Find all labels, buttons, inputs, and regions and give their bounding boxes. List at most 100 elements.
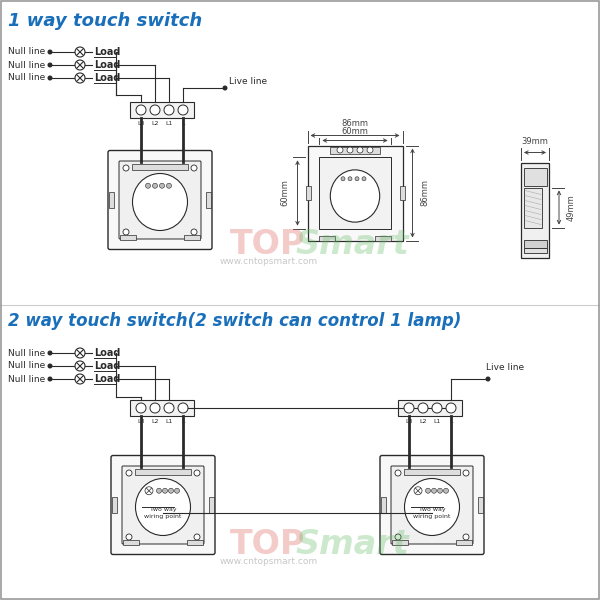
Text: L: L: [181, 121, 185, 126]
Text: Smart: Smart: [295, 229, 409, 262]
Circle shape: [145, 487, 153, 495]
FancyBboxPatch shape: [391, 466, 473, 544]
Bar: [404, 469, 460, 475]
Text: TOP: TOP: [230, 229, 305, 262]
Text: www.cntopsmart.com: www.cntopsmart.com: [220, 257, 318, 266]
Text: Two way
wiring point: Two way wiring point: [413, 508, 451, 518]
Circle shape: [191, 229, 197, 235]
Bar: [374, 235, 391, 241]
Bar: [330, 146, 380, 154]
Ellipse shape: [133, 173, 187, 230]
Bar: [524, 187, 542, 227]
Circle shape: [463, 470, 469, 476]
Bar: [120, 235, 136, 240]
Circle shape: [48, 76, 52, 80]
Circle shape: [136, 403, 146, 413]
Bar: [209, 497, 214, 513]
Text: www.cntopsmart.com: www.cntopsmart.com: [220, 557, 318, 566]
Text: 60mm: 60mm: [341, 127, 368, 136]
Circle shape: [48, 351, 52, 355]
Circle shape: [194, 534, 200, 540]
Text: 39mm: 39mm: [521, 136, 548, 145]
Circle shape: [432, 403, 442, 413]
Text: Load: Load: [94, 60, 121, 70]
Text: L1: L1: [433, 419, 440, 424]
Circle shape: [152, 183, 157, 188]
Text: 1 way touch switch: 1 way touch switch: [8, 12, 202, 30]
Text: L3: L3: [405, 419, 413, 424]
Circle shape: [167, 183, 172, 188]
Bar: [392, 540, 408, 545]
Circle shape: [191, 165, 197, 171]
Text: Live line: Live line: [486, 362, 524, 371]
Bar: [132, 164, 188, 170]
Bar: [381, 497, 386, 513]
Circle shape: [160, 183, 164, 188]
Text: 86mm: 86mm: [341, 119, 368, 128]
Text: Live line: Live line: [229, 77, 267, 86]
Text: Null line: Null line: [8, 374, 45, 383]
Circle shape: [347, 147, 353, 153]
Text: L3: L3: [137, 419, 145, 424]
Circle shape: [355, 177, 359, 181]
Circle shape: [75, 60, 85, 70]
Text: Load: Load: [94, 348, 121, 358]
Circle shape: [431, 488, 437, 493]
Bar: [184, 235, 200, 240]
Circle shape: [48, 63, 52, 67]
Circle shape: [48, 377, 52, 381]
Text: 2 way touch switch(2 switch can control 1 lamp): 2 way touch switch(2 switch can control …: [8, 312, 461, 330]
Bar: [130, 102, 194, 118]
Circle shape: [126, 470, 132, 476]
Bar: [109, 192, 114, 208]
Circle shape: [362, 177, 366, 181]
Text: Load: Load: [94, 47, 121, 57]
Circle shape: [123, 165, 129, 171]
Circle shape: [126, 534, 132, 540]
Circle shape: [75, 47, 85, 57]
Bar: [524, 247, 547, 253]
Text: Null line: Null line: [8, 47, 45, 56]
Text: TOP: TOP: [230, 529, 305, 562]
Circle shape: [48, 50, 52, 54]
Text: L1: L1: [166, 121, 173, 126]
Circle shape: [337, 147, 343, 153]
Circle shape: [164, 403, 174, 413]
Circle shape: [48, 364, 52, 368]
Circle shape: [175, 488, 179, 493]
Bar: [524, 167, 547, 185]
Text: Load: Load: [94, 361, 121, 371]
Bar: [206, 192, 211, 208]
Circle shape: [425, 488, 431, 493]
Circle shape: [75, 348, 85, 358]
Circle shape: [437, 488, 443, 493]
Circle shape: [414, 487, 422, 495]
Circle shape: [395, 470, 401, 476]
Circle shape: [395, 534, 401, 540]
Circle shape: [178, 403, 188, 413]
Text: Smart: Smart: [295, 529, 409, 562]
Circle shape: [75, 374, 85, 384]
Circle shape: [157, 488, 161, 493]
Text: L: L: [181, 419, 185, 424]
Circle shape: [75, 73, 85, 83]
Circle shape: [463, 534, 469, 540]
Text: L2: L2: [151, 419, 159, 424]
Ellipse shape: [330, 170, 380, 222]
Circle shape: [150, 105, 160, 115]
Bar: [521, 163, 549, 257]
Text: L3: L3: [137, 121, 145, 126]
FancyBboxPatch shape: [380, 455, 484, 554]
Bar: [112, 497, 117, 513]
Text: 60mm: 60mm: [281, 179, 290, 206]
Circle shape: [357, 147, 363, 153]
Ellipse shape: [404, 479, 460, 535]
Text: L: L: [449, 419, 453, 424]
Text: Two way
wiring point: Two way wiring point: [145, 508, 182, 518]
Bar: [187, 540, 203, 545]
Bar: [130, 400, 194, 416]
Ellipse shape: [136, 479, 191, 535]
Bar: [305, 186, 311, 200]
Circle shape: [164, 105, 174, 115]
Circle shape: [486, 377, 490, 381]
